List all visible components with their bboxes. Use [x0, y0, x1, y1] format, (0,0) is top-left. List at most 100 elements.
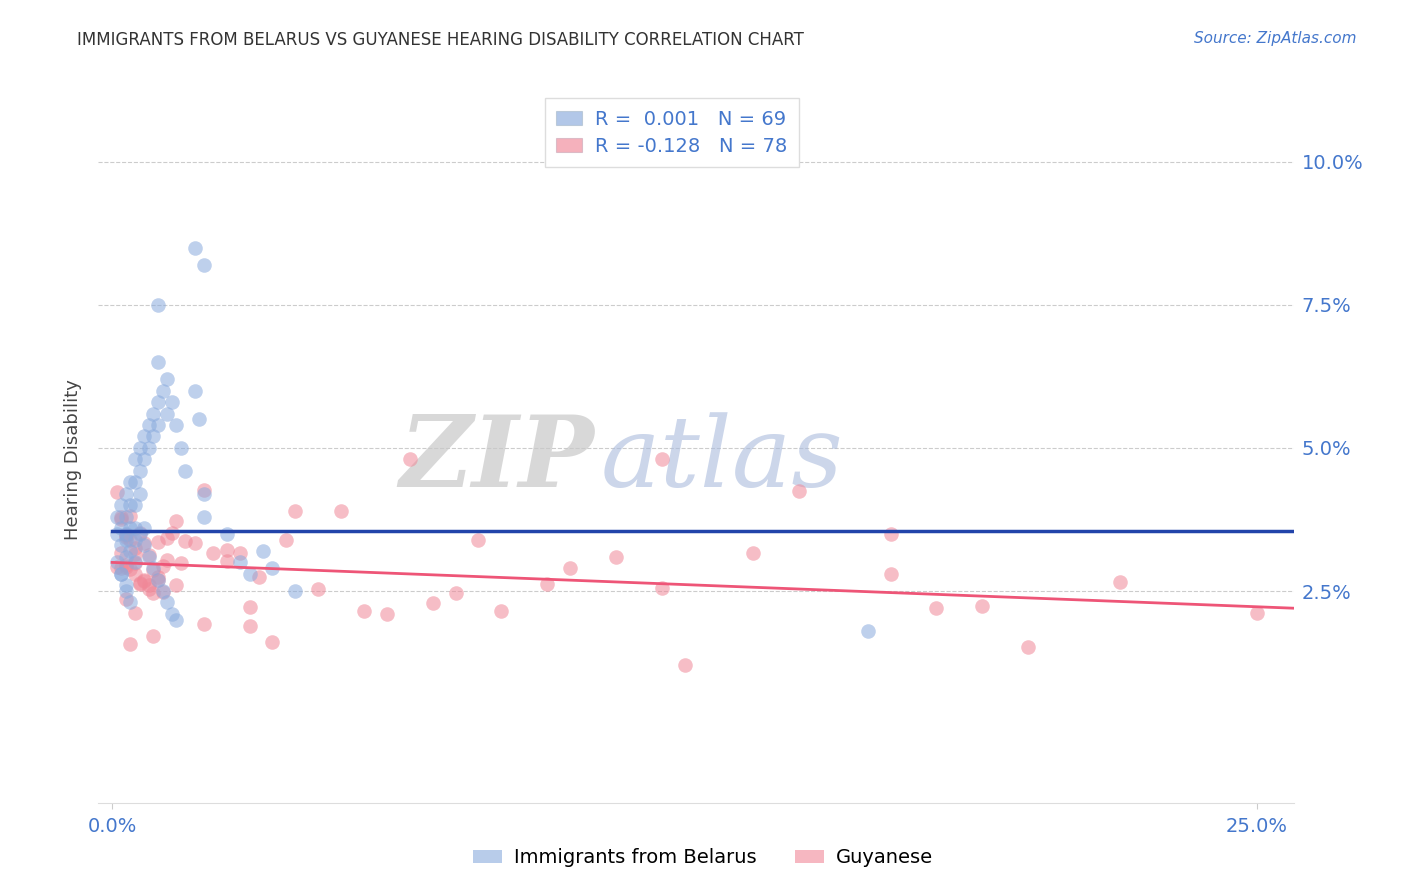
Point: [536, 577, 558, 591]
Point: [307, 582, 329, 596]
Point: [110, 521, 132, 535]
Legend: Immigrants from Belarus, Guyanese: Immigrants from Belarus, Guyanese: [465, 840, 941, 875]
Point: [146, 535, 169, 549]
Point: [128, 464, 150, 478]
Point: [124, 556, 146, 570]
Point: [215, 554, 238, 568]
Point: [152, 584, 174, 599]
Point: [115, 584, 138, 599]
Point: [120, 521, 142, 535]
Point: [375, 607, 398, 622]
Point: [142, 586, 165, 600]
Point: [152, 384, 174, 398]
Point: [105, 509, 128, 524]
Point: [398, 452, 420, 467]
Point: [284, 584, 307, 599]
Point: [742, 546, 765, 560]
Point: [229, 555, 252, 570]
Point: [152, 585, 174, 599]
Point: [128, 576, 150, 591]
Point: [115, 559, 138, 574]
Point: [156, 553, 179, 567]
Point: [115, 530, 138, 544]
Point: [120, 562, 142, 576]
Point: [115, 509, 138, 524]
Point: [142, 561, 165, 575]
Point: [252, 544, 274, 558]
Point: [193, 258, 215, 272]
Point: [120, 498, 142, 512]
Point: [193, 509, 215, 524]
Point: [120, 595, 142, 609]
Point: [138, 417, 160, 433]
Point: [120, 509, 142, 524]
Point: [142, 429, 165, 443]
Point: [124, 452, 146, 467]
Point: [146, 417, 169, 433]
Point: [353, 604, 375, 618]
Point: [115, 487, 138, 501]
Point: [422, 596, 444, 610]
Point: [1017, 640, 1039, 654]
Point: [183, 241, 205, 255]
Point: [165, 613, 187, 627]
Point: [124, 555, 146, 570]
Point: [238, 599, 260, 614]
Point: [673, 658, 696, 673]
Point: [110, 546, 132, 560]
Point: [128, 577, 150, 591]
Point: [651, 452, 673, 467]
Point: [879, 526, 901, 541]
Point: [142, 564, 165, 578]
Point: [215, 543, 238, 558]
Point: [138, 441, 160, 455]
Point: [105, 485, 128, 500]
Point: [134, 452, 156, 467]
Point: [925, 601, 948, 615]
Point: [165, 577, 187, 591]
Point: [170, 557, 193, 571]
Point: [1246, 606, 1268, 620]
Text: atlas: atlas: [600, 412, 844, 507]
Point: [201, 546, 224, 560]
Point: [856, 624, 879, 639]
Point: [193, 487, 215, 501]
Point: [276, 533, 298, 547]
Point: [183, 384, 205, 398]
Point: [138, 549, 160, 564]
Point: [188, 412, 211, 426]
Point: [128, 441, 150, 455]
Point: [120, 637, 142, 651]
Point: [115, 578, 138, 592]
Legend: R =  0.001   N = 69, R = -0.128   N = 78: R = 0.001 N = 69, R = -0.128 N = 78: [546, 98, 799, 168]
Point: [146, 573, 169, 587]
Point: [138, 582, 160, 596]
Point: [115, 527, 138, 541]
Point: [134, 538, 156, 552]
Point: [124, 498, 146, 512]
Point: [138, 548, 160, 562]
Point: [124, 547, 146, 561]
Point: [262, 635, 284, 649]
Point: [193, 616, 215, 631]
Point: [124, 541, 146, 555]
Point: [115, 526, 138, 541]
Point: [284, 504, 307, 518]
Point: [124, 533, 146, 547]
Point: [605, 550, 627, 565]
Point: [105, 555, 128, 570]
Point: [174, 534, 197, 549]
Point: [110, 510, 132, 524]
Point: [110, 561, 132, 575]
Point: [156, 595, 179, 609]
Point: [115, 558, 138, 573]
Point: [128, 487, 150, 501]
Point: [558, 560, 581, 574]
Point: [156, 531, 179, 545]
Point: [115, 533, 138, 547]
Point: [134, 521, 156, 535]
Point: [115, 549, 138, 564]
Y-axis label: Hearing Disability: Hearing Disability: [63, 379, 82, 540]
Point: [120, 544, 142, 558]
Point: [330, 504, 353, 518]
